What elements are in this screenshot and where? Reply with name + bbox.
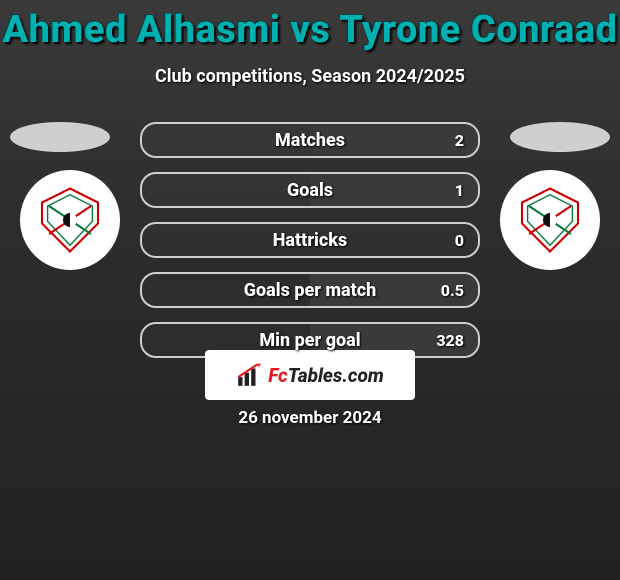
stat-value-right: 0 (455, 231, 464, 250)
branding-logo: FcTables.com (205, 350, 415, 400)
branding-main: Tables (288, 364, 343, 387)
stat-label: Matches (142, 130, 478, 151)
player-left-silhouette (10, 122, 110, 152)
stat-value-right: 328 (436, 331, 464, 350)
stat-label: Min per goal (142, 330, 478, 351)
bars-icon (236, 362, 262, 388)
branding-text: FcTables.com (268, 364, 384, 387)
subtitle: Club competitions, Season 2024/2025 (0, 66, 620, 87)
stat-row: Hattricks0 (140, 222, 480, 258)
comparison-card: Ahmed Alhasmi vs Tyrone Conraad Club com… (0, 0, 620, 580)
stats-table: Matches2Goals1Hattricks0Goals per match0… (140, 122, 480, 372)
stat-label: Hattricks (142, 230, 478, 251)
stat-value-right: 2 (455, 131, 464, 150)
title: Ahmed Alhasmi vs Tyrone Conraad (0, 0, 620, 52)
stat-value-right: 0.5 (441, 281, 464, 300)
stat-value-right: 1 (455, 181, 464, 200)
shield-icon (515, 185, 585, 255)
stat-row: Matches2 (140, 122, 480, 158)
stat-row: Goals1 (140, 172, 480, 208)
stat-label: Goals per match (142, 280, 478, 301)
branding-accent: Fc (268, 364, 288, 387)
shield-icon (35, 185, 105, 255)
stat-row: Goals per match0.5 (140, 272, 480, 308)
club-right-logo (500, 170, 600, 270)
stat-label: Goals (142, 180, 478, 201)
player-right-silhouette (510, 122, 610, 152)
club-left-logo (20, 170, 120, 270)
branding-suffix: .com (342, 364, 383, 387)
date-label: 26 november 2024 (0, 408, 620, 428)
